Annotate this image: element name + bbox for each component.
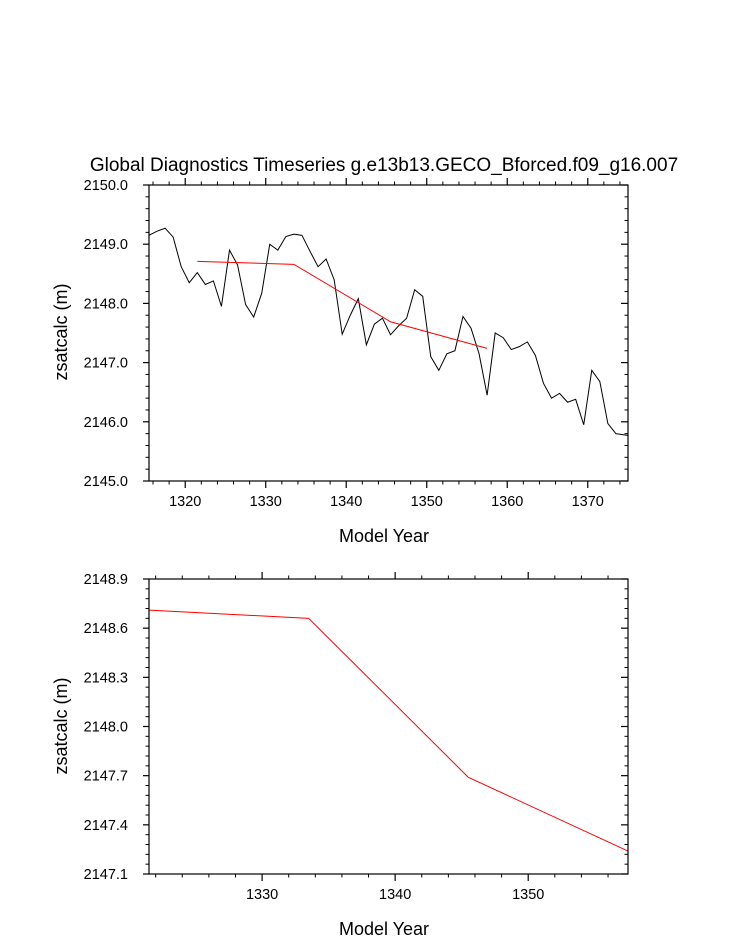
top-x-tick-label: 1330 [250,494,282,510]
bottom-y-tick-label: 2147.4 [84,818,128,834]
bottom-y-axis-label: zsatcalc (m) [51,677,71,774]
bottom-plot-frame [148,578,629,875]
bottom-x-tick-label: 1350 [512,887,544,903]
top-y-axis-label: zsatcalc (m) [51,283,71,380]
bottom-x-tick-label: 1330 [246,887,278,903]
top-series-line-annual [148,227,629,436]
bottom-y-tick-label: 2147.7 [84,769,128,785]
top-series-line-running-mean [197,260,488,349]
top-x-tick-label: 1370 [572,494,604,510]
bottom-y-tick-label: 2148.3 [84,670,128,686]
top-panel: Model Year zsatcalc (m) 1320 1330 1340 1350… [51,178,629,546]
top-x-axis-label: Model Year [339,526,429,546]
bottom-panel: Model Year zsatcalc (m) 1330 1340 1350 2147… [51,572,629,939]
bottom-y-tick-label: 2148.9 [84,572,128,588]
top-x-tick-label: 1340 [330,494,362,510]
top-x-tick-label: 1320 [169,494,201,510]
chart-title: Global Diagnostics Timeseries g.e13b13.G… [90,155,678,176]
bottom-x-axis-label: Model Year [339,919,429,939]
bottom-y-tick-label: 2147.1 [84,867,128,883]
top-y-tick-label: 2145.0 [84,474,128,490]
bottom-y-tick-label: 2148.0 [84,720,128,736]
top-y-tick-label: 2147.0 [84,356,128,372]
top-y-tick-label: 2146.0 [84,415,128,431]
top-y-tick-label: 2148.0 [84,296,128,312]
top-y-tick-label: 2150.0 [84,178,128,194]
top-y-tick-label: 2149.0 [84,237,128,253]
top-plot-frame [148,184,629,482]
bottom-series-line-running-mean [148,609,629,852]
bottom-y-tick-label: 2148.6 [84,621,128,637]
top-x-tick-label: 1350 [411,494,443,510]
bottom-x-tick-label: 1340 [379,887,411,903]
top-x-tick-label: 1360 [491,494,523,510]
